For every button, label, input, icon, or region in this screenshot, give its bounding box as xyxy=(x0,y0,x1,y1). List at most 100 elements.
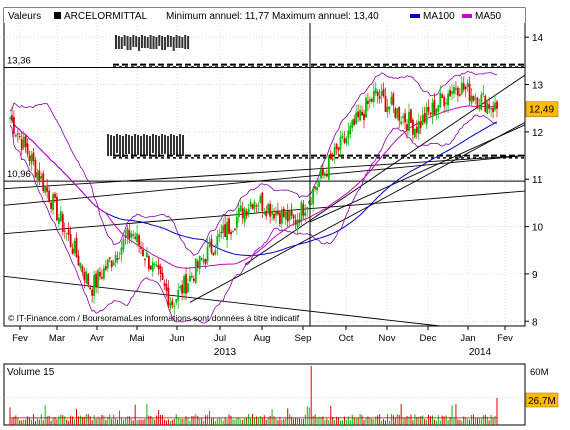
candle-body xyxy=(464,86,467,89)
trend-line xyxy=(3,155,526,190)
candle-body xyxy=(398,106,401,121)
annotation-mark xyxy=(155,135,157,157)
candle-body xyxy=(112,262,115,266)
candle-body xyxy=(173,305,176,308)
y-tick-label: 9 xyxy=(532,270,538,281)
annotation-mark xyxy=(129,37,132,50)
candle-body xyxy=(214,250,217,255)
candle-body xyxy=(296,219,299,228)
candle-body xyxy=(365,98,367,118)
y-tick-label: 13 xyxy=(532,81,544,92)
candle-body xyxy=(357,111,360,118)
candle-body xyxy=(89,287,92,290)
candle-body xyxy=(306,206,309,210)
x-tick-label: Sep xyxy=(295,333,312,344)
candle-body xyxy=(343,138,346,143)
candle-body xyxy=(77,255,80,266)
candle-body xyxy=(341,135,344,138)
candle-body xyxy=(345,137,348,144)
annotation-mark xyxy=(134,134,136,155)
volume-last-marker: 26,7M xyxy=(525,392,559,408)
candle-body xyxy=(316,186,318,191)
candle-body xyxy=(496,101,498,109)
candle-body xyxy=(382,88,385,97)
candle-body xyxy=(396,108,399,118)
candle-body xyxy=(480,94,483,110)
candle-body xyxy=(470,95,473,104)
candle-body xyxy=(347,130,350,138)
candle-body xyxy=(52,194,54,211)
annotation-mark xyxy=(169,36,172,47)
candle-body xyxy=(83,271,86,281)
candle-body xyxy=(108,257,111,259)
candle-body xyxy=(472,95,475,101)
price-grid xyxy=(4,23,525,326)
annotation-mark xyxy=(115,35,117,49)
ticker-swatch xyxy=(54,12,61,19)
horizontal-levels: 13,36 10,96 xyxy=(4,56,525,182)
candle-body xyxy=(185,274,187,294)
candle-body xyxy=(263,211,266,215)
candle-body xyxy=(79,263,82,268)
candle-body xyxy=(486,102,489,114)
candle-body xyxy=(75,237,78,257)
candle-body xyxy=(179,286,182,289)
candle-body xyxy=(462,83,465,90)
y-tick-label: 12 xyxy=(532,128,544,139)
price-panel xyxy=(3,7,526,327)
candle-body xyxy=(140,247,142,249)
candle-body xyxy=(282,208,285,217)
candle-body xyxy=(106,259,109,269)
annotation-mark xyxy=(146,135,148,156)
candle-body xyxy=(22,136,25,148)
candle-body xyxy=(474,98,477,100)
candle-body xyxy=(11,115,13,121)
candle-body xyxy=(194,259,197,283)
candle-body xyxy=(61,214,64,232)
candle-body xyxy=(292,215,295,219)
candle-body xyxy=(167,287,170,306)
candle-body xyxy=(18,136,21,138)
candle-body xyxy=(419,122,422,128)
candle-body xyxy=(65,232,68,234)
candle-body xyxy=(271,211,273,215)
candle-body xyxy=(128,230,131,239)
candle-body xyxy=(216,235,219,248)
candle-body xyxy=(435,108,438,115)
candle-body xyxy=(44,186,47,193)
candle-body xyxy=(218,233,221,238)
annotation-mark xyxy=(143,134,145,156)
annotation-mark xyxy=(164,37,167,50)
candle-body xyxy=(280,209,283,224)
candle-body xyxy=(114,254,117,263)
trend-line xyxy=(189,122,526,303)
x-axis: Fev Mar Avr Mai Jun Jul Aug Sep Oct Nov Dec Jan Fev 2… xyxy=(12,326,513,358)
x-tick-label: Fev xyxy=(497,333,513,344)
level-label: 10,96 xyxy=(7,169,31,180)
candle-body xyxy=(466,82,469,88)
annotation-mark xyxy=(128,135,130,154)
annotation-mark xyxy=(184,35,187,49)
candle-body xyxy=(484,95,487,112)
candle-body xyxy=(208,241,211,247)
candle-body xyxy=(234,228,236,231)
candle-body xyxy=(370,99,373,102)
candle-body xyxy=(335,143,338,149)
candle-body xyxy=(97,270,99,288)
candle-body xyxy=(298,219,301,223)
annotation-mark xyxy=(140,136,142,155)
candle-body xyxy=(431,102,434,118)
candle-body xyxy=(232,231,234,233)
candle-body xyxy=(325,174,328,177)
annotation-mark xyxy=(125,134,127,154)
annotation-mark xyxy=(155,37,158,49)
candle-body xyxy=(284,211,287,220)
trend-line xyxy=(3,275,441,327)
candle-body xyxy=(333,146,336,156)
candle-body xyxy=(323,173,326,177)
candle-body xyxy=(429,112,432,114)
candle-body xyxy=(492,107,494,113)
candle-body xyxy=(104,266,107,270)
candle-body xyxy=(224,224,227,238)
price-annotations xyxy=(107,35,190,158)
